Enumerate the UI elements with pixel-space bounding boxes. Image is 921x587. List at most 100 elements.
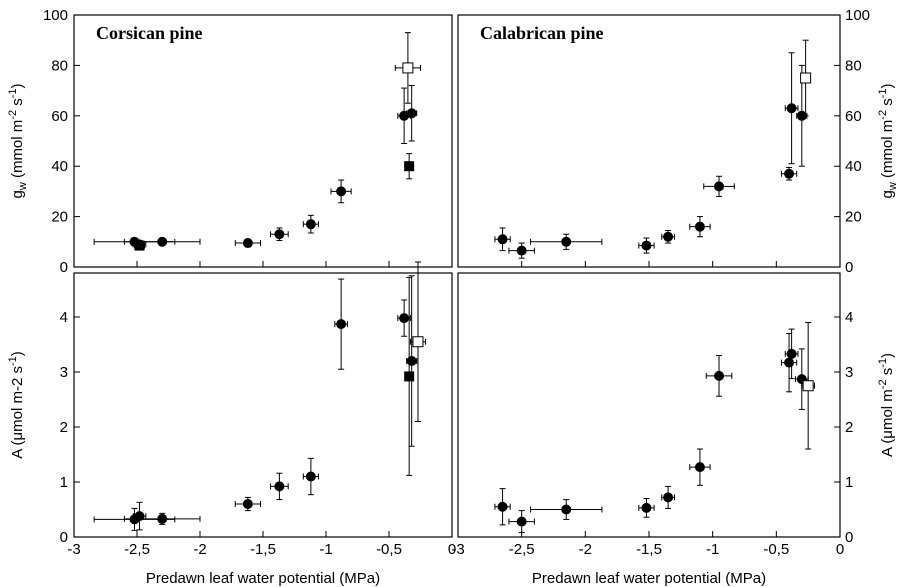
y-axis-title-part: A (μmol m bbox=[879, 389, 896, 457]
data-point bbox=[302, 457, 319, 496]
marker-filled-circle bbox=[274, 229, 285, 240]
y-tick-label: 4 bbox=[845, 309, 853, 326]
marker-filled-circle bbox=[641, 502, 652, 513]
y-axis-title-part: s bbox=[879, 368, 896, 380]
marker-filled-circle bbox=[784, 168, 795, 179]
y-axis-title: gw (mmol m-2 s-1) bbox=[7, 83, 29, 198]
y-axis-title: gw (mmol m-2 s-1) bbox=[877, 83, 899, 198]
data-point bbox=[689, 216, 711, 238]
marker-filled-circle bbox=[305, 219, 316, 230]
data-point bbox=[661, 485, 675, 509]
marker-filled-circle bbox=[274, 481, 285, 492]
data-point bbox=[406, 85, 418, 142]
x-tick-label: -0,5 bbox=[763, 541, 789, 558]
data-point bbox=[780, 166, 798, 181]
data-point bbox=[409, 261, 427, 422]
marker-filled-circle bbox=[242, 238, 253, 249]
x-tick-label: 0 bbox=[448, 541, 456, 558]
panel-title: Corsican pine bbox=[96, 23, 203, 43]
y-tick-label: 20 bbox=[845, 209, 862, 226]
y-axis-title: A (μmol m-2 s-1) bbox=[877, 353, 896, 457]
y-tick-label: 0 bbox=[60, 259, 68, 276]
marker-open-square bbox=[802, 380, 814, 392]
y-axis-title-part: ) bbox=[9, 83, 26, 88]
x-axis-title: Predawn leaf water potential (MPa) bbox=[532, 570, 766, 587]
marker-filled-circle bbox=[714, 370, 725, 381]
y-tick-label: 80 bbox=[51, 57, 68, 74]
y-axis-title-part: s bbox=[9, 98, 26, 110]
marker-filled-circle bbox=[497, 501, 508, 512]
marker-filled-circle bbox=[497, 234, 508, 245]
y-axis-title: A (μmol m-2 s-1) bbox=[7, 351, 26, 459]
y-tick-label: 3 bbox=[845, 364, 853, 381]
marker-filled-circle bbox=[694, 221, 705, 232]
marker-filled-circle bbox=[641, 240, 652, 251]
y-axis-title-part: w bbox=[887, 182, 899, 191]
x-tick-label: -2,5 bbox=[124, 541, 150, 558]
marker-filled-circle bbox=[336, 319, 347, 330]
marker-filled-circle bbox=[157, 236, 168, 247]
y-axis-title-part: -2 bbox=[877, 379, 889, 389]
marker-filled-circle bbox=[561, 504, 572, 515]
y-tick-label: 1 bbox=[845, 474, 853, 491]
panel-title: Calabrican pine bbox=[480, 23, 604, 43]
y-tick-label: 1 bbox=[60, 474, 68, 491]
marker-filled-circle bbox=[786, 103, 797, 114]
x-tick-label: -2,5 bbox=[509, 541, 535, 558]
y-tick-label: 100 bbox=[43, 7, 68, 24]
y-axis-title-part: ) bbox=[9, 351, 26, 356]
marker-filled-circle bbox=[663, 492, 674, 503]
data-point bbox=[530, 499, 603, 520]
y-tick-label: 0 bbox=[60, 529, 68, 546]
data-point bbox=[784, 52, 799, 165]
data-point bbox=[703, 175, 735, 197]
data-point bbox=[394, 32, 421, 104]
y-axis-title-part: s bbox=[879, 98, 896, 110]
y-axis-title-part: -2 bbox=[877, 110, 889, 120]
data-point bbox=[123, 236, 201, 247]
marker-filled-circle bbox=[336, 186, 347, 197]
data-point bbox=[794, 348, 809, 410]
data-point bbox=[302, 214, 319, 234]
x-tick-label: -1 bbox=[319, 541, 332, 558]
data-point bbox=[330, 179, 352, 204]
y-axis-title-part: (mmol m bbox=[879, 120, 896, 183]
data-point bbox=[494, 488, 511, 526]
marker-filled-circle bbox=[305, 471, 316, 482]
y-tick-label: 2 bbox=[60, 419, 68, 436]
plot-frame bbox=[73, 272, 453, 538]
y-tick-label: 4 bbox=[60, 309, 68, 326]
y-tick-label: 60 bbox=[845, 108, 862, 125]
y-tick-label: 40 bbox=[845, 158, 862, 175]
data-point bbox=[406, 275, 418, 447]
data-point bbox=[784, 328, 799, 380]
data-point bbox=[638, 237, 655, 254]
marker-filled-circle bbox=[406, 108, 417, 119]
y-axis-title-part: g bbox=[879, 190, 896, 198]
y-axis-title-part: -2 bbox=[7, 110, 19, 120]
plot-frame bbox=[457, 272, 841, 538]
x-tick-label: -1 bbox=[706, 541, 719, 558]
data-point bbox=[800, 39, 812, 117]
y-tick-label: 100 bbox=[845, 7, 870, 24]
plot-frame bbox=[457, 14, 841, 268]
y-axis-title-part: g bbox=[9, 190, 26, 198]
y-tick-label: 2 bbox=[845, 419, 853, 436]
data-point bbox=[508, 510, 535, 534]
y-axis-title-part: ) bbox=[879, 83, 896, 88]
data-point bbox=[133, 240, 146, 251]
y-axis-title-part: -1 bbox=[877, 88, 889, 98]
marker-filled-square bbox=[404, 371, 415, 382]
x-tick-label: -1,5 bbox=[250, 541, 276, 558]
data-point bbox=[234, 496, 261, 512]
chart-panel-top-right: 0 20 40 60 80 100 Calabrican pine gw (mmol m-2 … bbox=[457, 7, 899, 276]
data-point bbox=[705, 355, 733, 397]
marker-filled-circle bbox=[516, 516, 527, 527]
marker-filled-circle bbox=[516, 245, 527, 256]
y-axis-title-part: A (μmol m-2 s bbox=[9, 366, 26, 459]
marker-filled-circle bbox=[399, 313, 410, 324]
data-point bbox=[638, 498, 655, 518]
marker-open-square bbox=[800, 72, 812, 84]
data-point bbox=[530, 233, 603, 250]
x-tick-label: -1,5 bbox=[636, 541, 662, 558]
